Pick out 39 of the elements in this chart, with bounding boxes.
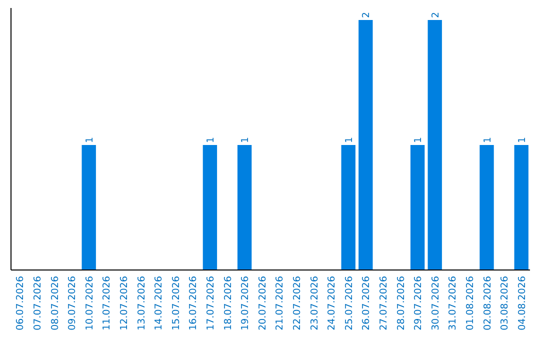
x-tick-label: 07.07.2026 bbox=[32, 276, 44, 330]
x-tick-label: 18.07.2026 bbox=[222, 276, 234, 330]
x-tick-label: 06.07.2026 bbox=[15, 276, 26, 330]
x-tick-label: 25.07.2026 bbox=[344, 276, 355, 330]
x-tick-label: 03.08.2026 bbox=[500, 276, 511, 330]
x-tick-label: 31.07.2026 bbox=[448, 276, 459, 330]
x-tick-label: 02.08.2026 bbox=[482, 276, 494, 330]
x-tick-label: 23.07.2026 bbox=[309, 276, 320, 330]
x-tick-label: 30.07.2026 bbox=[430, 276, 442, 330]
x-tick-label: 16.07.2026 bbox=[188, 276, 200, 330]
x-tick-label: 11.07.2026 bbox=[102, 276, 113, 330]
data-label: 2 bbox=[361, 12, 372, 18]
x-tick-label: 04.08.2026 bbox=[516, 276, 528, 330]
x-tick-label: 22.07.2026 bbox=[292, 276, 303, 330]
data-label: 1 bbox=[240, 136, 252, 143]
data-label: 1 bbox=[482, 136, 494, 143]
x-tick-label: 15.07.2026 bbox=[170, 276, 182, 330]
data-label: 1 bbox=[84, 136, 96, 143]
x-tick-label: 10.07.2026 bbox=[84, 276, 96, 330]
x-tick-label: 12.07.2026 bbox=[118, 276, 130, 330]
x-tick-label: 28.07.2026 bbox=[396, 276, 407, 330]
x-tick-label: 17.07.2026 bbox=[205, 276, 216, 330]
x-tick-label: 20.07.2026 bbox=[257, 276, 268, 330]
x-tick-label: 13.07.2026 bbox=[136, 276, 148, 330]
x-tick-label: 09.07.2026 bbox=[67, 276, 78, 330]
x-tick-label: 01.08.2026 bbox=[464, 276, 476, 330]
x-tick-label: 26.07.2026 bbox=[361, 276, 372, 330]
data-label: 1 bbox=[516, 136, 528, 143]
x-tick-label: 21.07.2026 bbox=[274, 276, 286, 330]
data-label: 1 bbox=[413, 136, 424, 143]
data-label: 1 bbox=[344, 136, 355, 143]
x-tick-label: 19.07.2026 bbox=[240, 276, 252, 330]
x-tick-label: 08.07.2026 bbox=[50, 276, 61, 330]
x-tick-label: 27.07.2026 bbox=[378, 276, 390, 330]
data-label: 1 bbox=[205, 136, 216, 143]
x-tick-label: 24.07.2026 bbox=[326, 276, 338, 330]
data-label: 2 bbox=[430, 12, 442, 18]
x-tick-label: 14.07.2026 bbox=[154, 276, 165, 330]
x-tick-label: 29.07.2026 bbox=[413, 276, 424, 330]
